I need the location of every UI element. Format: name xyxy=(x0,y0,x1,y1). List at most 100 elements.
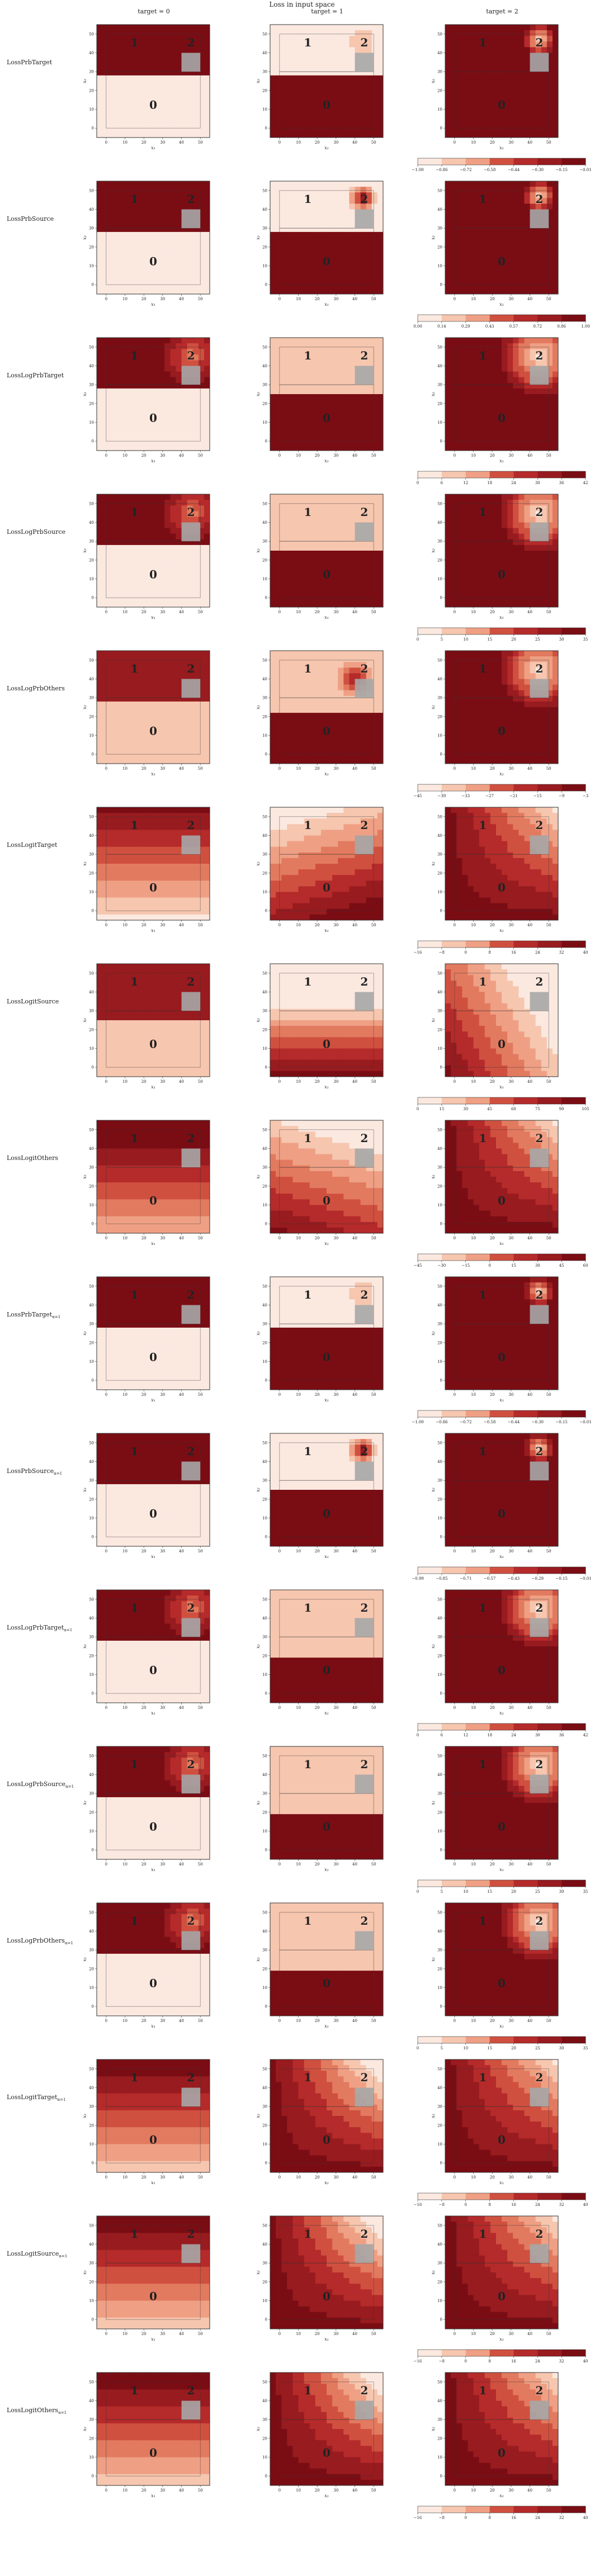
heatmap-cell xyxy=(130,192,137,198)
y-axis-label: x₂ xyxy=(82,548,87,553)
y-tick-label: 10 xyxy=(437,420,442,425)
x-tick-label: 20 xyxy=(490,297,495,301)
heatmap-cell xyxy=(513,126,519,132)
heatmap-cell xyxy=(451,87,457,93)
heatmap-cell xyxy=(541,444,548,451)
heatmap-cell xyxy=(176,394,182,400)
heatmap-cell xyxy=(170,131,176,138)
heatmap-cell xyxy=(198,544,205,551)
heatmap-cell xyxy=(343,64,350,70)
heatmap-cell xyxy=(192,260,199,266)
heatmap-cell xyxy=(164,371,171,378)
heatmap-cell xyxy=(287,579,293,585)
heatmap-cell xyxy=(451,416,457,423)
heatmap-cell xyxy=(371,58,378,65)
heatmap-cell xyxy=(130,505,137,512)
x-tick-label: 10 xyxy=(296,453,301,458)
heatmap-cell xyxy=(170,528,176,534)
heatmap-cell xyxy=(298,92,304,98)
heatmap-cell xyxy=(192,231,199,238)
heatmap-cell xyxy=(371,192,378,198)
heatmap-cell xyxy=(479,528,485,534)
heatmap-cell xyxy=(502,444,508,451)
heatmap-cell xyxy=(198,238,205,244)
heatmap-cell xyxy=(153,266,159,272)
heatmap-cell xyxy=(343,220,350,227)
heatmap-cell xyxy=(484,528,491,534)
heatmap-cell xyxy=(451,494,457,500)
heatmap-cell xyxy=(102,192,108,198)
heatmap-cell xyxy=(97,371,103,378)
heatmap-cell xyxy=(451,30,457,36)
heatmap-cell xyxy=(119,428,125,434)
heatmap-cell xyxy=(292,92,299,98)
y-tick-label: 40 xyxy=(262,364,267,368)
heatmap-cell xyxy=(287,231,293,238)
heatmap-cell xyxy=(530,231,536,238)
heatmap-cell xyxy=(125,433,131,440)
heatmap-cell xyxy=(468,371,474,378)
heatmap-cell xyxy=(327,41,333,48)
heatmap-cell xyxy=(181,288,187,295)
heatmap-cell xyxy=(309,231,316,238)
heatmap-cell xyxy=(97,181,103,187)
heatmap-cell xyxy=(176,64,182,70)
heatmap-cell xyxy=(153,382,159,389)
heatmap-cell xyxy=(136,371,143,378)
heatmap-cell xyxy=(125,187,131,193)
heatmap-cell xyxy=(298,282,304,289)
heatmap-cell xyxy=(371,238,378,244)
heatmap-cell xyxy=(147,81,154,87)
heatmap-cell xyxy=(276,231,282,238)
heatmap-cell xyxy=(125,271,131,278)
heatmap-cell xyxy=(496,238,502,244)
heatmap-cell xyxy=(502,394,508,400)
heatmap-cell xyxy=(159,343,165,349)
heatmap-cell xyxy=(332,551,338,557)
heatmap-cell xyxy=(327,567,333,574)
heatmap-cell xyxy=(371,126,378,132)
heatmap-cell xyxy=(159,349,165,355)
heatmap-cell xyxy=(108,120,114,127)
heatmap-cell xyxy=(125,411,131,417)
heatmap-cell xyxy=(496,400,502,406)
heatmap-cell xyxy=(102,584,108,591)
heatmap-cell xyxy=(153,411,159,417)
heatmap-cell xyxy=(360,382,367,389)
heatmap-cell xyxy=(456,243,463,249)
y-tick-label: 40 xyxy=(437,364,442,368)
heatmap-cell xyxy=(170,511,176,517)
region-label: 0 xyxy=(149,411,157,424)
heatmap-cell xyxy=(445,354,451,361)
heatmap-cell xyxy=(187,92,194,98)
heatmap-cell xyxy=(309,428,316,434)
heatmap-cell xyxy=(192,544,199,551)
heatmap-cell xyxy=(97,394,103,400)
heatmap-cell xyxy=(349,41,355,48)
heatmap-cell xyxy=(170,220,176,227)
heatmap-cell xyxy=(468,36,474,42)
heatmap-cell xyxy=(97,69,103,76)
heatmap-cell xyxy=(530,277,536,283)
colorbar-tick-label: −0.58 xyxy=(484,168,496,172)
heatmap-cell xyxy=(338,505,344,512)
heatmap-cell xyxy=(366,400,372,406)
heatmap-cell xyxy=(338,416,344,423)
heatmap-cell xyxy=(304,266,310,272)
heatmap-cell xyxy=(298,366,304,372)
heatmap-cell xyxy=(159,360,165,366)
heatmap-cell xyxy=(484,25,491,31)
heatmap-cell xyxy=(349,64,355,70)
heatmap-cell xyxy=(360,260,367,266)
heatmap-cell xyxy=(141,439,148,446)
heatmap-cell xyxy=(181,266,187,272)
heatmap-cell xyxy=(360,500,367,506)
heatmap-cell xyxy=(377,377,384,383)
colorbar-segment xyxy=(537,471,562,478)
heatmap-cell xyxy=(287,439,293,446)
heatmap-cell xyxy=(518,444,525,451)
heatmap-cell xyxy=(141,494,148,500)
heatmap-cell xyxy=(130,366,137,372)
heatmap-cell xyxy=(292,203,299,210)
heatmap-cell xyxy=(507,215,513,221)
